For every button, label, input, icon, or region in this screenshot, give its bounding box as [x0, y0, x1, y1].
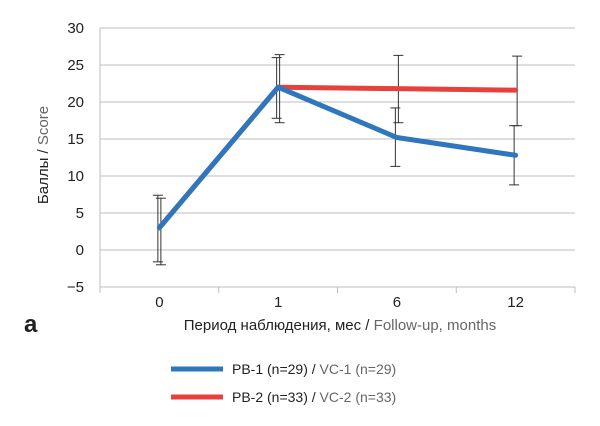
- x-tick-label: 0: [155, 294, 163, 311]
- series-line-1: [156, 84, 519, 231]
- legend-label-series-2: РВ-2 (n=33) / VC-2 (n=33): [232, 389, 396, 405]
- legend-item-series-2: РВ-2 (n=33) / VC-2 (n=33): [171, 389, 396, 405]
- legend-sep-series-1: /: [308, 361, 320, 377]
- legend-name-series-2: РВ-2 (n=33): [232, 389, 308, 405]
- y-tick-label: 20: [67, 94, 84, 111]
- legend-sep-series-2: /: [308, 389, 320, 405]
- legend-label-series-1: РВ-1 (n=29) / VC-1 (n=29): [232, 361, 396, 377]
- y-axis-ticks: 30 25 20 15 10 5 0 −5: [67, 20, 84, 296]
- legend: РВ-1 (n=29) / VC-1 (n=29) РВ-2 (n=33) / …: [171, 361, 396, 405]
- grid-lines: [99, 27, 576, 293]
- y-axis-title: Баллы / Score: [35, 106, 52, 204]
- legend-name-en-series-2: VC-2 (n=33): [320, 389, 397, 405]
- y-tick-label: 15: [67, 131, 84, 148]
- legend-name-series-1: РВ-1 (n=29): [232, 361, 308, 377]
- panel-label: а: [24, 311, 38, 338]
- y-axis-title-en: Score: [35, 106, 52, 145]
- x-axis-ticks: 0 1 6 12: [155, 294, 524, 311]
- series-line-2: [156, 84, 519, 231]
- y-axis-title-ru: Баллы: [35, 158, 52, 204]
- x-tick-label: 12: [507, 294, 524, 311]
- y-tick-label: 10: [67, 168, 84, 185]
- series-lines: [156, 84, 519, 231]
- x-axis-title-ru: Период наблюдения, мес: [184, 317, 362, 334]
- y-tick-label: 5: [76, 205, 84, 222]
- legend-name-en-series-1: VC-1 (n=29): [320, 361, 397, 377]
- x-axis-title: Период наблюдения, мес / Follow-up, mont…: [184, 317, 496, 334]
- x-tick-label: 6: [393, 294, 401, 311]
- x-axis-title-sep: /: [361, 317, 374, 334]
- y-tick-label: −5: [67, 279, 84, 296]
- y-tick-label: 30: [67, 20, 84, 37]
- y-tick-label: 25: [67, 57, 84, 74]
- y-tick-label: 0: [76, 242, 84, 259]
- x-tick-label: 1: [274, 294, 282, 311]
- x-axis-title-en: Follow-up, months: [374, 317, 497, 334]
- y-axis-title-sep: /: [35, 145, 52, 158]
- legend-item-series-1: РВ-1 (n=29) / VC-1 (n=29): [171, 361, 396, 377]
